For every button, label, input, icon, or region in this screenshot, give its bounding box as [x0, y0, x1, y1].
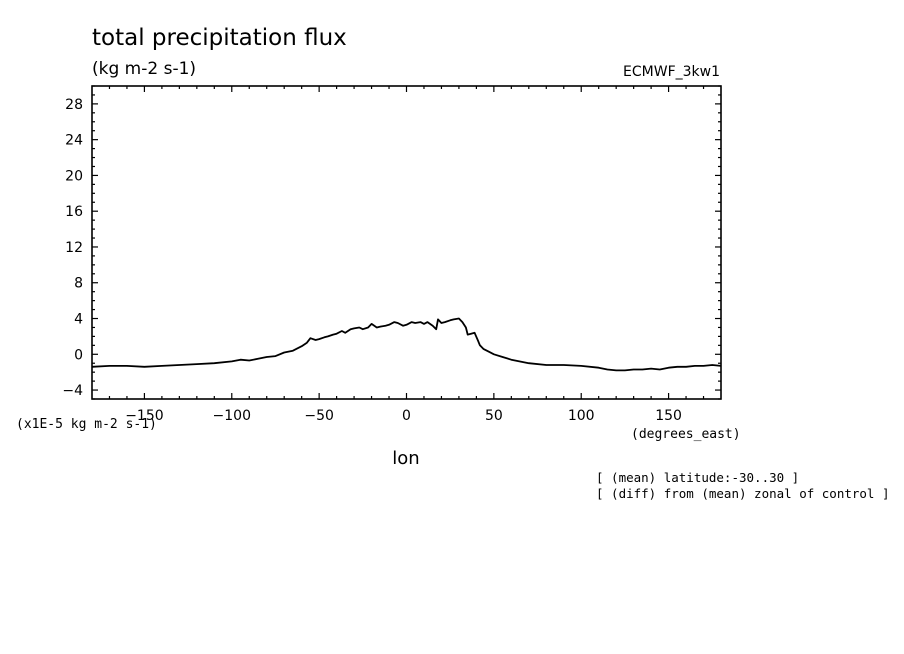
series-group [91, 317, 722, 372]
dataset-label: ECMWF_3kw1 [623, 64, 720, 80]
note-diff: [ (diff) from (mean) zonal of control ] [596, 486, 890, 501]
chart-title: total precipitation flux [92, 25, 347, 51]
x-tick-label: −150 [125, 408, 163, 424]
x-tick-label: 0 [402, 408, 411, 424]
y-tick-label: 12 [65, 240, 83, 256]
x-axis-label: lon [392, 448, 419, 469]
plot-area: −4 0 4 8 12 16 20 24 28 −150 −100 −50 0 50 100 150 [62, 85, 722, 424]
x-tick-label: 100 [568, 408, 595, 424]
x-axis: −150 −100 −50 0 50 100 150 [108, 86, 705, 424]
y-tick-label: 28 [65, 97, 83, 113]
x-tick-label: −100 [213, 408, 251, 424]
series-line [91, 317, 722, 372]
x-units-label: (degrees_east) [631, 427, 741, 442]
x-tick-label: −50 [304, 408, 334, 424]
y-tick-label: 16 [65, 204, 83, 220]
plot-frame [91, 85, 722, 400]
x-tick-label: 150 [655, 408, 682, 424]
x-tick-label: 50 [485, 408, 503, 424]
chart-subtitle: (kg m-2 s-1) [92, 59, 196, 79]
y-axis: −4 0 4 8 12 16 20 24 28 [62, 85, 721, 400]
y-tick-label: 20 [65, 168, 83, 184]
y-tick-label: −4 [62, 383, 83, 399]
note-latitude: [ (mean) latitude:-30..30 ] [596, 470, 799, 485]
y-tick-label: 8 [74, 276, 83, 292]
y-tick-label: 24 [65, 133, 83, 149]
y-tick-label: 0 [74, 347, 83, 363]
y-scale-label: (x1E-5 kg m-2 s-1) [16, 417, 157, 432]
y-tick-label: 4 [74, 312, 83, 328]
